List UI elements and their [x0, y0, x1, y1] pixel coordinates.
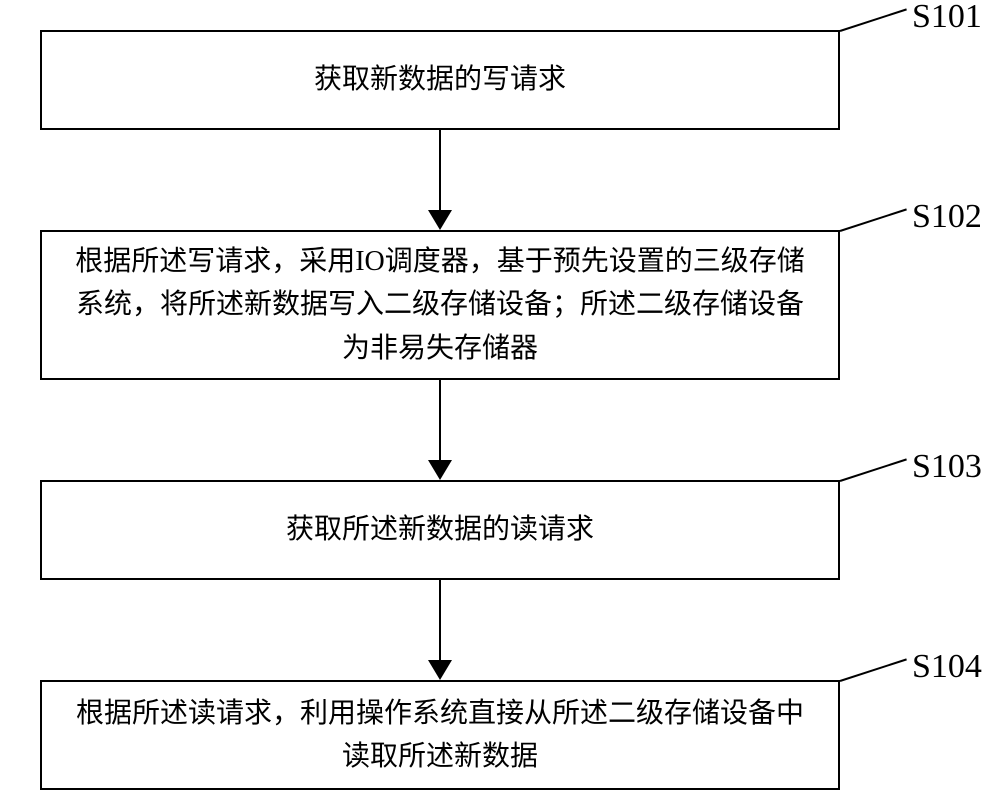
step-box-s101: 获取新数据的写请求 [40, 30, 840, 130]
flowchart-canvas: 获取新数据的写请求 S101 根据所述写请求，采用IO调度器，基于预先设置的三级… [0, 0, 1000, 801]
step-text: 获取新数据的写请求 [314, 58, 566, 101]
arrow-1-2 [439, 130, 441, 210]
step-label-s102: S102 [912, 198, 982, 236]
callout-s102 [840, 208, 907, 232]
arrow-head-3-4 [428, 660, 452, 680]
step-box-s102: 根据所述写请求，采用IO调度器，基于预先设置的三级存储系统，将所述新数据写入二级… [40, 230, 840, 380]
arrow-head-1-2 [428, 210, 452, 230]
step-label-s103: S103 [912, 448, 982, 486]
callout-s104 [840, 658, 907, 682]
step-text: 获取所述新数据的读请求 [286, 508, 594, 551]
step-box-s104: 根据所述读请求，利用操作系统直接从所述二级存储设备中读取所述新数据 [40, 680, 840, 790]
step-label-s101: S101 [912, 0, 982, 36]
step-box-s103: 获取所述新数据的读请求 [40, 480, 840, 580]
step-text: 根据所述写请求，采用IO调度器，基于预先设置的三级存储系统，将所述新数据写入二级… [64, 240, 816, 370]
arrow-3-4 [439, 580, 441, 660]
callout-s103 [840, 458, 907, 482]
step-label-s104: S104 [912, 648, 982, 686]
step-text: 根据所述读请求，利用操作系统直接从所述二级存储设备中读取所述新数据 [64, 692, 816, 779]
arrow-2-3 [439, 380, 441, 460]
arrow-head-2-3 [428, 460, 452, 480]
callout-s101 [840, 8, 907, 32]
